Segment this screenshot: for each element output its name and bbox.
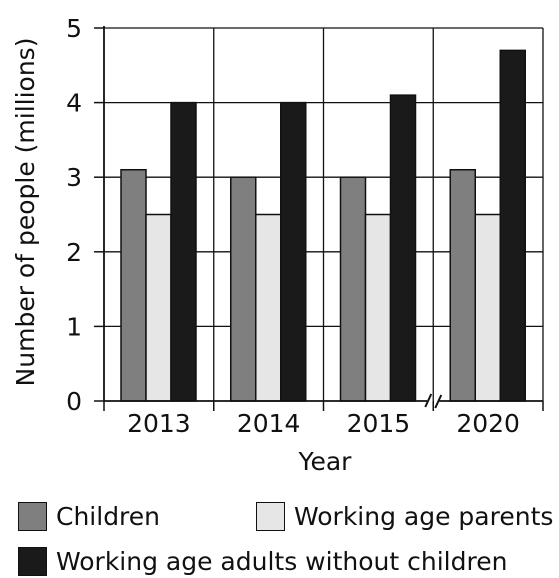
y-tick-label: 5 <box>66 14 82 43</box>
bar-working-age-parents-2020 <box>474 213 501 402</box>
legend-swatch-working-age-adults-without-children <box>18 547 47 576</box>
x-tick-label: 2015 <box>347 409 411 438</box>
y-tick-label: 0 <box>66 387 82 416</box>
legend-label-children: Children <box>56 502 161 531</box>
legend-item-working-age-parents: Working age parents <box>256 502 553 531</box>
legend-swatch-children <box>18 502 47 531</box>
x-tick-label: 2020 <box>456 409 520 438</box>
axis-break-mark <box>424 393 443 409</box>
legend-label-working-age-parents: Working age parents <box>294 502 554 531</box>
x-tick-labels: 2013 2014 2015 2020 <box>127 409 520 438</box>
legend-item-children: Children <box>18 502 160 531</box>
bar-working-age-adults-without-children-2014 <box>280 101 307 402</box>
bar-children-2014 <box>230 176 257 402</box>
legend-swatch-working-age-parents <box>256 502 285 531</box>
bar-children-2020 <box>449 168 476 402</box>
x-tick-label: 2013 <box>127 409 191 438</box>
y-tick-labels: 0 1 2 3 4 5 <box>66 14 82 416</box>
bar-working-age-parents-2014 <box>255 213 282 402</box>
legend-item-working-age-adults-without-children: Working age adults without children <box>18 547 507 576</box>
bar-working-age-adults-without-children-2013 <box>170 101 197 402</box>
y-tick-label: 4 <box>66 89 82 118</box>
y-tick-label: 2 <box>66 238 82 267</box>
bar-working-age-parents-2013 <box>145 213 172 402</box>
legend-label-working-age-adults-without-children: Working age adults without children <box>56 547 508 576</box>
y-axis-label: Number of people (millions) <box>11 38 40 387</box>
bar-working-age-adults-without-children-2020 <box>499 49 526 402</box>
bar-working-age-adults-without-children-2015 <box>389 94 417 402</box>
bar-working-age-parents-2015 <box>364 213 392 402</box>
y-tick-label: 1 <box>66 312 82 341</box>
y-tick-label: 3 <box>66 163 82 192</box>
axes <box>94 26 544 411</box>
bar-children-2013 <box>120 168 147 402</box>
x-tick-label: 2014 <box>237 409 301 438</box>
x-axis-label: Year <box>298 447 353 476</box>
bar-children-2015 <box>339 176 367 402</box>
bars <box>120 49 526 402</box>
